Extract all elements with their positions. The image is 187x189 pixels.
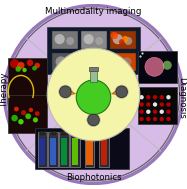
Circle shape (122, 36, 128, 42)
Circle shape (140, 110, 144, 114)
Circle shape (88, 114, 99, 126)
Circle shape (27, 60, 33, 66)
Circle shape (166, 117, 171, 121)
Circle shape (160, 102, 164, 107)
Circle shape (160, 95, 164, 99)
Circle shape (32, 66, 37, 70)
Circle shape (8, 9, 179, 180)
Circle shape (146, 110, 151, 114)
Circle shape (25, 113, 31, 119)
FancyBboxPatch shape (99, 132, 109, 167)
FancyBboxPatch shape (47, 27, 140, 74)
Circle shape (93, 57, 102, 66)
Circle shape (153, 117, 157, 121)
Circle shape (115, 85, 129, 99)
FancyBboxPatch shape (110, 53, 136, 71)
FancyBboxPatch shape (8, 58, 47, 133)
Circle shape (146, 102, 151, 107)
FancyBboxPatch shape (100, 132, 108, 136)
Circle shape (119, 39, 124, 45)
FancyBboxPatch shape (71, 132, 78, 136)
Circle shape (160, 117, 164, 121)
FancyBboxPatch shape (90, 70, 97, 82)
Circle shape (140, 117, 144, 121)
FancyBboxPatch shape (61, 138, 67, 165)
Circle shape (145, 57, 164, 76)
Circle shape (66, 37, 74, 45)
Circle shape (22, 68, 27, 72)
Circle shape (166, 102, 171, 107)
FancyBboxPatch shape (50, 138, 56, 165)
FancyBboxPatch shape (60, 132, 68, 136)
Circle shape (18, 119, 24, 124)
Circle shape (111, 32, 118, 39)
Circle shape (140, 102, 144, 107)
FancyBboxPatch shape (52, 31, 78, 49)
FancyBboxPatch shape (88, 67, 99, 70)
Circle shape (11, 115, 18, 121)
FancyBboxPatch shape (138, 87, 177, 124)
FancyBboxPatch shape (86, 138, 93, 165)
Circle shape (55, 34, 65, 44)
Text: Therapy: Therapy (0, 71, 9, 107)
Text: Biophotonics: Biophotonics (66, 173, 121, 182)
Circle shape (113, 34, 123, 44)
Circle shape (33, 117, 38, 122)
FancyBboxPatch shape (39, 138, 45, 165)
Circle shape (85, 56, 95, 67)
Circle shape (60, 86, 71, 98)
Circle shape (140, 95, 144, 99)
Circle shape (21, 110, 26, 115)
Circle shape (35, 63, 40, 68)
FancyBboxPatch shape (38, 132, 47, 167)
Circle shape (153, 95, 157, 99)
FancyBboxPatch shape (81, 53, 107, 71)
FancyBboxPatch shape (72, 138, 78, 165)
Circle shape (29, 108, 33, 112)
Circle shape (16, 66, 21, 72)
Circle shape (17, 62, 24, 69)
FancyBboxPatch shape (86, 132, 93, 136)
FancyBboxPatch shape (35, 128, 129, 169)
Circle shape (10, 59, 19, 68)
Circle shape (86, 113, 101, 127)
Circle shape (153, 102, 157, 107)
FancyBboxPatch shape (59, 132, 69, 167)
Circle shape (56, 56, 66, 67)
Circle shape (47, 48, 140, 141)
Text: Diagnosis: Diagnosis (178, 77, 187, 119)
Circle shape (64, 57, 73, 66)
Circle shape (146, 117, 151, 121)
FancyBboxPatch shape (52, 53, 78, 71)
FancyBboxPatch shape (85, 132, 94, 167)
Circle shape (163, 61, 172, 70)
FancyBboxPatch shape (138, 51, 177, 83)
Circle shape (95, 37, 103, 45)
Circle shape (114, 56, 125, 67)
Circle shape (58, 85, 72, 99)
Circle shape (14, 107, 19, 111)
Circle shape (166, 110, 171, 114)
FancyBboxPatch shape (110, 31, 136, 49)
FancyBboxPatch shape (50, 132, 57, 136)
Circle shape (153, 110, 157, 114)
Circle shape (7, 8, 180, 181)
FancyBboxPatch shape (48, 132, 58, 167)
Circle shape (84, 34, 94, 44)
Text: Multimodality imaging: Multimodality imaging (45, 7, 142, 16)
Circle shape (166, 95, 171, 99)
Circle shape (116, 86, 127, 98)
FancyBboxPatch shape (39, 132, 46, 136)
Circle shape (35, 111, 40, 116)
FancyBboxPatch shape (101, 138, 107, 165)
FancyBboxPatch shape (81, 31, 107, 49)
Circle shape (124, 37, 132, 45)
Circle shape (146, 95, 151, 99)
Circle shape (76, 80, 111, 115)
Circle shape (122, 57, 131, 66)
FancyBboxPatch shape (70, 132, 79, 167)
Circle shape (160, 110, 164, 114)
